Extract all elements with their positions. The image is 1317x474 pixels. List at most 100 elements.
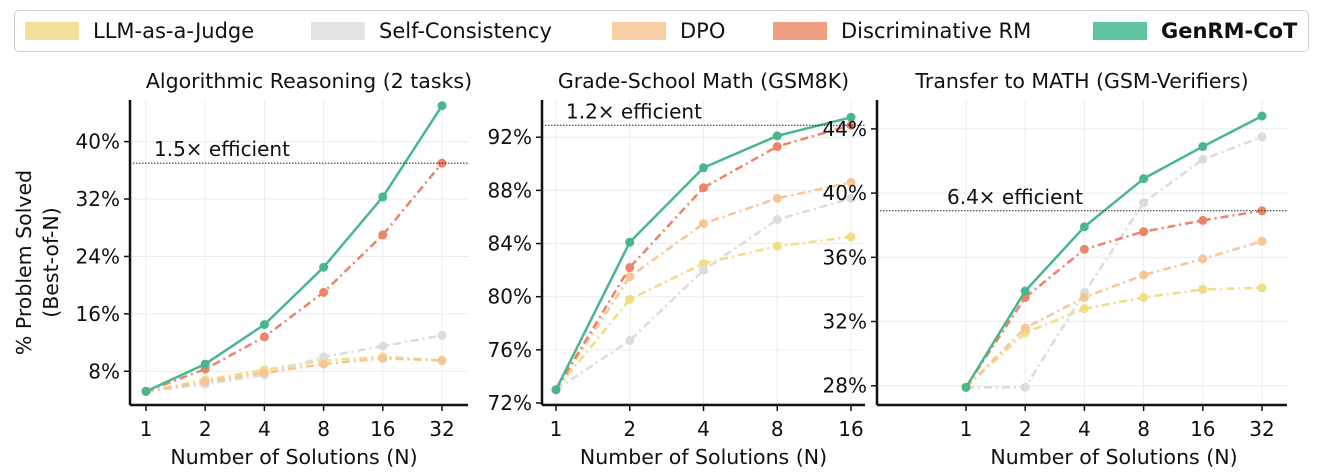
legend-swatch: [311, 22, 365, 40]
series-line-dpo: [554, 181, 852, 391]
data-point-discriminative-rm: [378, 230, 388, 240]
x-tick-label: 4: [1078, 417, 1091, 441]
y-tick-label: 72%: [488, 391, 532, 415]
x-tick-label: 8: [1137, 417, 1150, 441]
data-point-self-consistency: [1020, 382, 1030, 392]
data-point-genrm-cot: [141, 386, 151, 396]
data-point-discriminative-rm: [259, 332, 269, 342]
legend-swatch: [612, 22, 666, 40]
series-line-llm-as-a-judge: [145, 355, 443, 393]
data-point-dpo: [1198, 254, 1208, 264]
data-point-discriminative-rm: [772, 142, 782, 152]
data-point-genrm-cot: [846, 112, 856, 122]
data-point-self-consistency: [846, 193, 856, 203]
y-axis-label: (Best-of-N): [39, 207, 63, 318]
data-point-genrm-cot: [1020, 286, 1030, 296]
y-tick-label: 44%: [823, 117, 867, 141]
x-tick-label: 16: [838, 417, 863, 441]
data-point-dpo: [1139, 270, 1149, 280]
data-point-llm-as-a-judge: [1198, 284, 1208, 294]
data-point-genrm-cot: [961, 382, 971, 392]
data-point-self-consistency: [1139, 198, 1149, 208]
chart-panel-2: 72% 76% 80% 84% 88% 92% 1 2 4 8 16 Grade-School Mat…: [488, 69, 865, 469]
y-tick-label: 24%: [76, 244, 120, 268]
data-point-genrm-cot: [378, 192, 388, 202]
legend-item-genrm-cot: GenRM-CoT: [1093, 19, 1297, 43]
data-point-self-consistency: [772, 215, 782, 225]
legend-item-dpo: DPO: [612, 19, 725, 43]
data-point-genrm-cot: [1198, 142, 1208, 152]
legend-item-discriminative-rm: Discriminative RM: [773, 19, 1031, 43]
data-point-genrm-cot: [1139, 174, 1149, 184]
data-point-self-consistency: [378, 341, 388, 351]
data-point-dpo: [437, 356, 447, 366]
series-line-discriminative-rm: [964, 209, 1263, 389]
efficiency-annotation: 6.4× efficient: [947, 185, 1083, 209]
data-point-dpo: [1079, 292, 1089, 302]
data-point-self-consistency: [437, 330, 447, 340]
data-point-genrm-cot: [200, 359, 210, 369]
data-point-dpo: [259, 368, 269, 378]
y-tick-label: 36%: [823, 245, 867, 269]
y-tick-label: 80%: [488, 285, 532, 309]
data-point-llm-as-a-judge: [625, 294, 635, 304]
legend-swatch: [773, 22, 827, 40]
x-axis-label: Number of Solutions (N): [990, 445, 1237, 469]
x-tick-label: 2: [199, 417, 212, 441]
x-tick-label: 2: [623, 417, 636, 441]
data-point-genrm-cot: [1079, 222, 1089, 232]
legend-label: Discriminative RM: [841, 19, 1032, 43]
series-line-dpo: [145, 357, 443, 393]
data-point-dpo: [1020, 323, 1030, 333]
data-point-discriminative-rm: [1198, 215, 1208, 225]
x-tick-label: 2: [1019, 417, 1032, 441]
y-tick-label: 40%: [76, 130, 120, 154]
y-tick-label: 28%: [823, 374, 867, 398]
data-point-dpo: [200, 377, 210, 387]
data-point-llm-as-a-judge: [1079, 304, 1089, 314]
efficiency-annotation: 1.2× efficient: [566, 99, 702, 123]
data-point-llm-as-a-judge: [1139, 292, 1149, 302]
chart-panel-1: 8% 16% 24% 32% 40% 1 2 4 8 16 32 Algorithmic Reason…: [12, 69, 472, 469]
data-point-genrm-cot: [699, 163, 708, 173]
series-line-discriminative-rm: [145, 162, 443, 393]
data-point-dpo: [1257, 236, 1267, 246]
series-line-self-consistency: [966, 135, 1263, 389]
series-line-dpo: [965, 240, 1263, 389]
y-tick-label: 32%: [823, 310, 867, 334]
chart-panel-3: 28% 32% 36% 40% 44% 1 2 4 8 16 32 Transfer to MATH …: [823, 69, 1287, 469]
data-point-llm-as-a-judge: [699, 258, 708, 268]
x-tick-label: 8: [317, 417, 330, 441]
y-tick-label: 40%: [823, 181, 867, 205]
x-tick-label: 1: [550, 417, 563, 441]
data-point-self-consistency: [319, 352, 329, 362]
data-point-dpo: [625, 272, 635, 282]
legend: LLM-as-a-Judge Self-Consistency DPO Disc…: [14, 10, 1309, 52]
chart-title: Algorithmic Reasoning (2 tasks): [146, 69, 472, 93]
data-point-dpo: [699, 219, 708, 229]
x-tick-label: 1: [140, 417, 153, 441]
chart-title: Transfer to MATH (GSM-Verifiers): [914, 69, 1248, 93]
y-axis-label: % Problem Solved: [12, 170, 36, 355]
chart-title: Grade-School Math (GSM8K): [558, 69, 849, 93]
data-point-genrm-cot: [551, 385, 561, 395]
x-tick-label: 32: [1249, 417, 1274, 441]
legend-item-llm-as-a-judge: LLM-as-a-Judge: [25, 19, 254, 43]
legend-label: GenRM-CoT: [1161, 19, 1298, 43]
series-line-self-consistency: [555, 197, 852, 391]
data-point-discriminative-rm: [699, 183, 708, 193]
data-point-dpo: [319, 359, 329, 369]
legend-item-self-consistency: Self-Consistency: [311, 19, 552, 43]
x-tick-label: 1: [960, 417, 973, 441]
legend-swatch: [25, 22, 79, 40]
y-tick-label: 84%: [488, 232, 532, 256]
data-point-dpo: [772, 193, 782, 203]
data-point-llm-as-a-judge: [772, 241, 782, 251]
data-point-self-consistency: [1198, 154, 1208, 164]
y-tick-label: 88%: [488, 178, 532, 202]
data-point-llm-as-a-judge: [1257, 283, 1267, 293]
series-line-discriminative-rm: [554, 124, 852, 391]
x-tick-label: 4: [697, 417, 710, 441]
data-point-self-consistency: [625, 336, 635, 346]
x-axis-label: Number of Solutions (N): [170, 445, 417, 469]
